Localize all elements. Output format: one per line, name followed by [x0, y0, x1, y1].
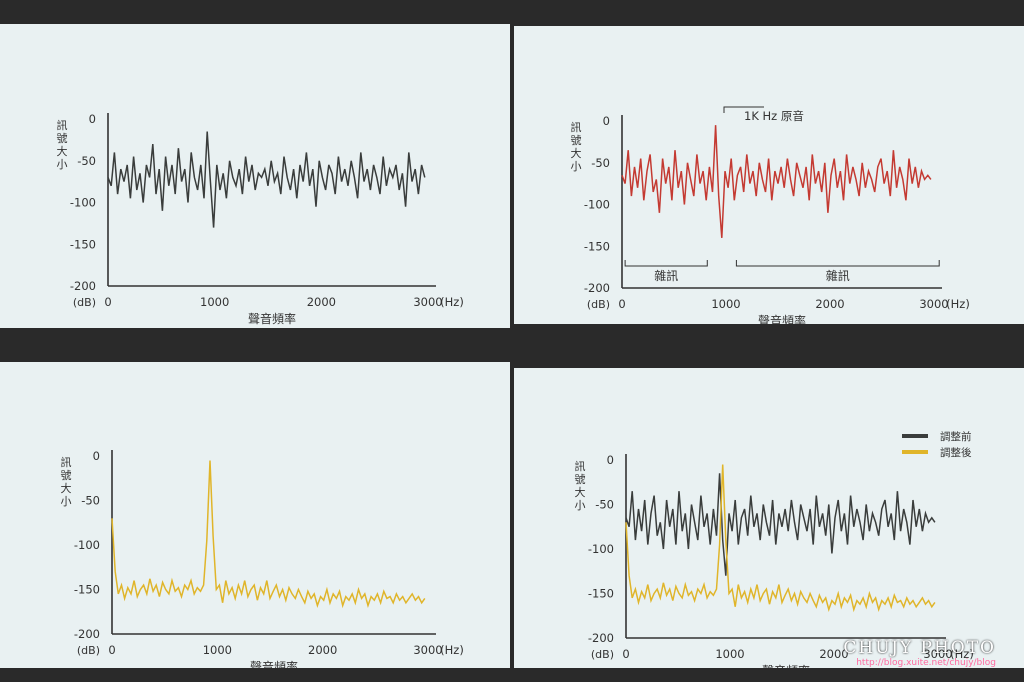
y-axis-label-char: 訊	[57, 118, 68, 132]
y-unit-label: (dB)	[77, 644, 100, 657]
y-axis-label-char: 訊	[571, 120, 582, 134]
y-axis-label-char: 小	[575, 499, 586, 512]
y-axis-label-char: 號	[61, 469, 72, 482]
y-axis-label-char: 大	[575, 485, 586, 499]
series-line-1	[625, 473, 936, 576]
y-tick-label: -100	[70, 196, 96, 210]
y-tick-label: 0	[93, 449, 100, 463]
screen-4: 訊號大小 0 -50 -100 -150 -200 (dB) 0 1000 2000 3000 (Hz…	[514, 368, 1024, 668]
annotation-bracket-noise-right	[735, 260, 940, 267]
x-tick-label: 3000	[923, 647, 952, 661]
y-tick-label: -200	[588, 631, 614, 645]
y-axis-label-char: 訊	[575, 459, 586, 473]
y-tick-label: -50	[81, 494, 100, 508]
y-axis-label-char: 號	[571, 134, 582, 147]
y-tick-label: 0	[603, 114, 610, 128]
chart-panel-3: 訊號大小 0 -50 -100 -150 -200 (dB) 0 1000 2000 3000 (Hz…	[0, 342, 510, 682]
y-axis-label-char: 訊	[61, 455, 72, 469]
x-tick-label: 1000	[200, 295, 229, 309]
x-tick-label: 2000	[815, 297, 844, 311]
series-line-1	[621, 125, 932, 238]
y-tick-label: -100	[588, 542, 614, 556]
y-tick-label: 0	[89, 112, 96, 126]
series-line-1	[107, 131, 426, 228]
x-axis-label: 聲音頻率	[758, 313, 806, 324]
y-unit-label: (dB)	[587, 298, 610, 311]
legend-label-1: 調整前	[940, 430, 972, 443]
watermark-url: http://blog.xuite.net/chujy/blog	[856, 658, 996, 668]
screen-2: 訊號大小 0 -50 -100 -150 -200 (dB) 0 1000 2000 3000 (Hz…	[514, 26, 1024, 324]
y-tick-label: -150	[70, 237, 96, 251]
legend-label-2: 調整後	[940, 446, 972, 459]
series-line-1	[111, 460, 426, 609]
screen-1: 訊號大小 0 -50 -100 -150 -200 (dB) 0 1000 2000 3000 (Hz…	[0, 24, 510, 328]
y-tick-label: -100	[584, 198, 610, 212]
y-tick-label: -150	[588, 587, 614, 601]
x-unit-label: (Hz)	[440, 295, 464, 309]
x-tick-label: 0	[108, 643, 115, 657]
x-tick-label: 3000	[413, 643, 442, 657]
annotation-peak-label: 1K Hz 原音	[744, 109, 804, 123]
y-axis-label-char: 號	[575, 473, 586, 486]
y-tick-label: -50	[77, 154, 96, 168]
x-tick-label: 3000	[919, 297, 948, 311]
y-tick-label: 0	[607, 453, 614, 467]
y-tick-label: -200	[74, 627, 100, 641]
y-axis-label-char: 小	[57, 158, 68, 171]
y-axis-label-char: 小	[61, 495, 72, 508]
chart-panel-4: 訊號大小 0 -50 -100 -150 -200 (dB) 0 1000 2000 3000 (Hz…	[514, 342, 1024, 682]
y-axis-label-char: 大	[61, 481, 72, 495]
x-tick-label: 1000	[203, 643, 232, 657]
x-tick-label: 3000	[413, 295, 442, 309]
annotation-bracket-noise-left	[624, 260, 708, 267]
screen-3: 訊號大小 0 -50 -100 -150 -200 (dB) 0 1000 2000 3000 (Hz…	[0, 362, 510, 668]
x-tick-label: 0	[104, 295, 111, 309]
chart-panel-2: 訊號大小 0 -50 -100 -150 -200 (dB) 0 1000 2000 3000 (Hz…	[514, 0, 1024, 340]
x-unit-label: (Hz)	[946, 297, 970, 311]
y-tick-label: -100	[74, 538, 100, 552]
x-axis-label: 聲音頻率	[250, 659, 298, 668]
chart-panel-1: 訊號大小 0 -50 -100 -150 -200 (dB) 0 1000 2000 3000 (Hz…	[0, 0, 510, 340]
x-tick-label: 2000	[307, 295, 336, 309]
y-axis-label-char: 大	[57, 144, 68, 158]
y-unit-label: (dB)	[73, 296, 96, 309]
x-tick-label: 2000	[308, 643, 337, 657]
y-tick-label: -200	[584, 281, 610, 295]
x-axis-label: 聲音頻率	[762, 663, 810, 668]
annotation-bracket-peak	[723, 106, 764, 113]
y-axis-label-char: 號	[57, 132, 68, 145]
x-unit-label: (Hz)	[440, 643, 464, 657]
y-axis-label-char: 大	[571, 146, 582, 160]
x-unit-label: (Hz)	[950, 647, 974, 661]
x-tick-label: 0	[618, 297, 625, 311]
y-tick-label: -150	[74, 583, 100, 597]
x-tick-label: 1000	[715, 647, 744, 661]
watermark: CHUJY PHOTO http://blog.xuite.net/chujy/…	[843, 638, 996, 668]
x-tick-label: 2000	[819, 647, 848, 661]
x-tick-label: 0	[622, 647, 629, 661]
annotation-noise-left-label: 雜訊	[654, 268, 678, 283]
y-unit-label: (dB)	[591, 648, 614, 661]
y-tick-label: -150	[584, 239, 610, 253]
y-tick-label: -200	[70, 279, 96, 293]
y-tick-label: -50	[591, 156, 610, 170]
watermark-title: CHUJY PHOTO	[843, 638, 996, 658]
x-tick-label: 1000	[711, 297, 740, 311]
series-line-2	[625, 464, 936, 613]
annotation-noise-right-label: 雜訊	[826, 268, 850, 283]
y-axis-label-char: 小	[571, 160, 582, 173]
y-tick-label: -50	[595, 498, 614, 512]
x-axis-label: 聲音頻率	[248, 311, 296, 326]
